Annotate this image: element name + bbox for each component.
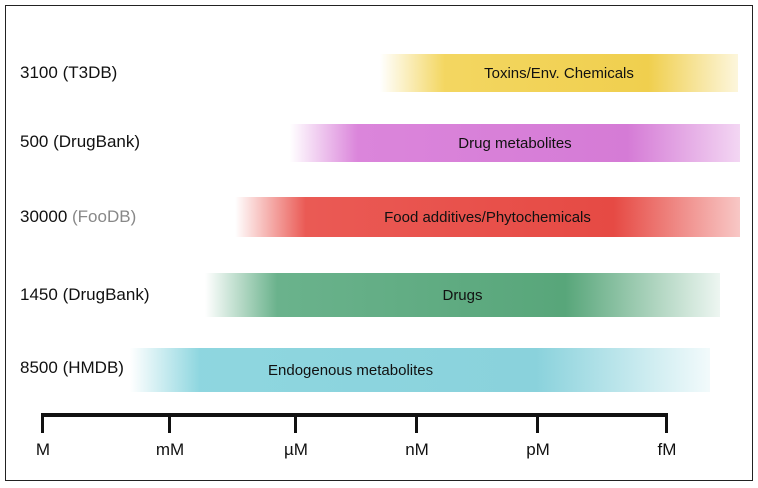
db-name: (HMDB) bbox=[62, 358, 124, 377]
tick-label-pm: pM bbox=[526, 440, 550, 459]
band-food-additives: Food additives/Phytochemicals bbox=[235, 197, 740, 237]
tick-label-um: µM bbox=[284, 440, 308, 459]
count: 30000 bbox=[20, 207, 68, 226]
band-label: Drug metabolites bbox=[458, 134, 572, 152]
row-label-foodb: 30000 (FooDB) bbox=[20, 207, 136, 227]
count: 500 bbox=[20, 132, 49, 151]
count: 1450 bbox=[20, 285, 58, 304]
axis-tick bbox=[536, 413, 539, 433]
band-label: Endogenous metabolites bbox=[268, 361, 434, 379]
axis-tick bbox=[168, 413, 171, 433]
db-name: (DrugBank) bbox=[62, 285, 150, 304]
row-label-t3db: 3100 (T3DB) bbox=[20, 63, 117, 83]
concentration-axis bbox=[41, 413, 668, 417]
db-name: (FooDB) bbox=[72, 207, 137, 226]
band-toxins: Toxins/Env. Chemicals bbox=[380, 54, 738, 92]
axis-tick bbox=[665, 413, 668, 433]
axis-tick bbox=[41, 413, 44, 433]
tick-label-nm: nM bbox=[405, 440, 429, 459]
row-label-drugbank-drugs: 1450 (DrugBank) bbox=[20, 285, 149, 305]
band-endogenous-metabolites: Endogenous metabolites bbox=[130, 348, 710, 392]
db-name: (DrugBank) bbox=[53, 132, 141, 151]
figure-frame bbox=[5, 5, 753, 481]
row-label-hmdb: 8500 (HMDB) bbox=[20, 358, 124, 378]
tick-label-mm: mM bbox=[155, 440, 185, 459]
band-drug-metabolites: Drug metabolites bbox=[290, 124, 740, 162]
band-drugs: Drugs bbox=[205, 273, 720, 317]
tick-label-fm: fM bbox=[657, 440, 677, 459]
axis-tick bbox=[294, 413, 297, 433]
count: 3100 bbox=[20, 63, 58, 82]
tick-label-m: M bbox=[35, 440, 51, 459]
band-label: Drugs bbox=[442, 286, 483, 304]
band-label: Food additives/Phytochemicals bbox=[384, 208, 591, 226]
band-label: Toxins/Env. Chemicals bbox=[484, 64, 634, 82]
row-label-drugbank-metabolites: 500 (DrugBank) bbox=[20, 132, 140, 152]
db-name: (T3DB) bbox=[62, 63, 118, 82]
count: 8500 bbox=[20, 358, 58, 377]
axis-tick bbox=[415, 413, 418, 433]
